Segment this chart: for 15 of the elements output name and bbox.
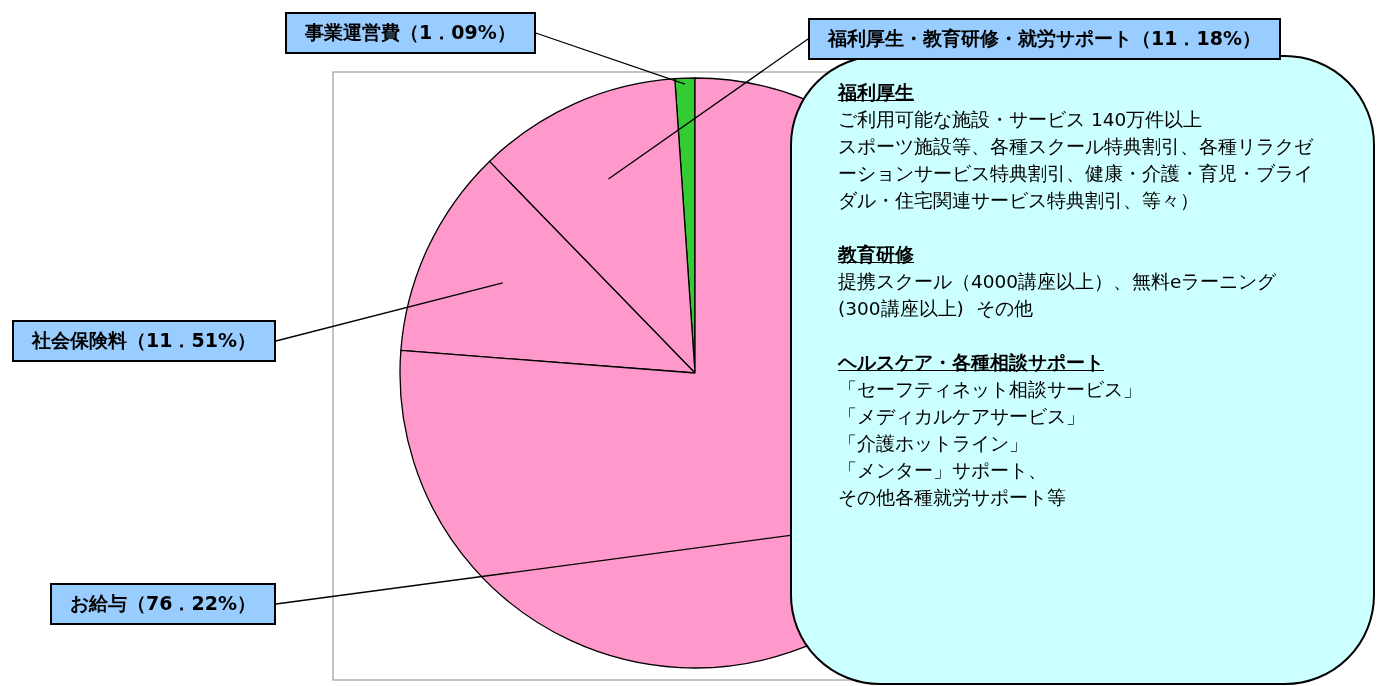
text: 「介護ホットライン」 xyxy=(838,432,1029,456)
text: 福利厚生 xyxy=(838,81,915,105)
text: 「セーフティネット相談サービス」 xyxy=(838,378,1143,402)
text: 教育研修 xyxy=(838,243,915,267)
text: スポーツ施設等、各種スクール特典割引、各種リラクゼーションサービス特典割引、健康・介護・育児・ブライダル・住宅関連サービス特典割引、等々） xyxy=(838,135,1313,213)
slice-label: お給与（76．22%） xyxy=(50,583,276,625)
text: 「メディカルケアサービス」 xyxy=(838,405,1086,429)
slice-label: 事業運営費（1．09%） xyxy=(285,12,536,54)
text: その他各種就労サポート等 xyxy=(838,486,1067,510)
slice-label: 社会保険料（11．51%） xyxy=(12,320,276,362)
text: ヘルスケア・各種相談サポート xyxy=(838,351,1105,375)
text: 「メンター」サポート、 xyxy=(838,459,1048,483)
text: 提携スクール（4000講座以上）、無料eラーニング(300講座以上) その他 xyxy=(838,270,1278,321)
slice-label: 福利厚生・教育研修・就労サポート（11．18%） xyxy=(808,18,1281,60)
text: ご利用可能な施設・サービス 140万件以上 xyxy=(838,108,1204,132)
